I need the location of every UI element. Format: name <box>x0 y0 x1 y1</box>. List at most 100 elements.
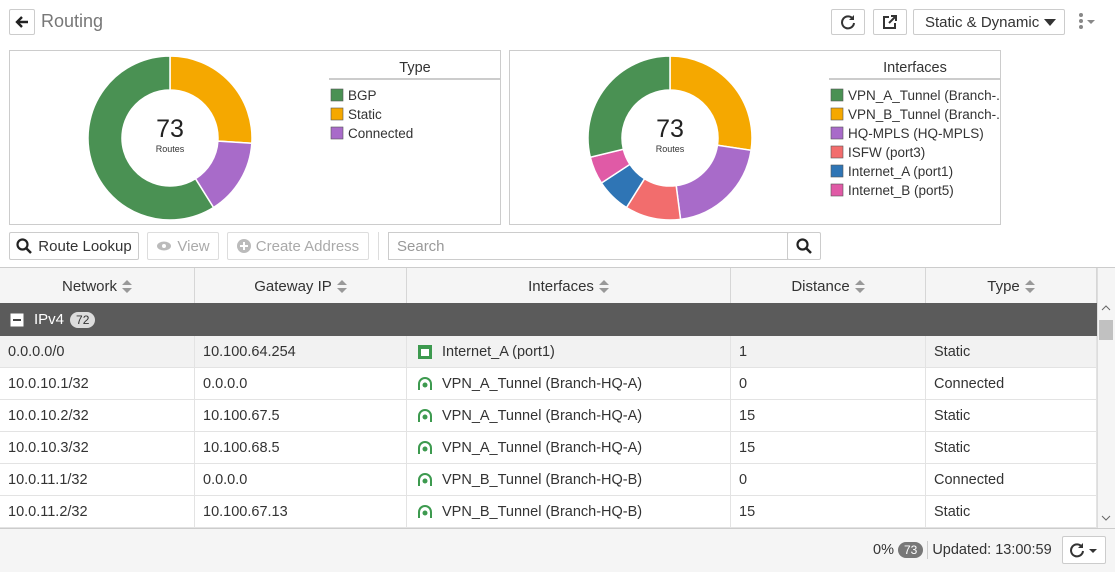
donut-segment[interactable] <box>87 55 215 221</box>
sort-icon <box>598 279 609 293</box>
cell-text: VPN_A_Tunnel (Branch-HQ-A) <box>442 440 643 456</box>
legend-swatch <box>830 88 844 102</box>
tunnel-icon <box>418 441 432 454</box>
sort-arrows <box>1024 279 1035 293</box>
center-value: 73 <box>156 115 184 143</box>
table-row[interactable]: 10.0.11.2/32 10.100.67.13 VPN_B_Tunnel (Br… <box>0 496 1097 528</box>
table-cell: VPN_A_Tunnel (Branch-HQ-A) <box>407 432 731 464</box>
cell-text: Static <box>934 440 971 456</box>
donut-segment[interactable] <box>675 144 752 221</box>
route-lookup-button[interactable]: Route Lookup <box>9 232 139 260</box>
column-header[interactable]: Type <box>926 268 1097 304</box>
footer-separator <box>927 541 929 559</box>
interface-icon <box>418 345 432 359</box>
legend-label: ISFW (port3) <box>848 145 925 160</box>
table-cell: 10.0.10.1/32 <box>0 368 195 400</box>
table-row[interactable]: 10.0.10.2/32 10.100.67.5 VPN_A_Tunnel (Bra… <box>0 400 1097 432</box>
cell-text: 10.0.10.1/32 <box>8 376 89 392</box>
tunnel-icon-dot <box>422 414 428 420</box>
table-cell: 10.0.10.3/32 <box>0 432 195 464</box>
cell-text: 10.0.11.1/32 <box>8 472 88 488</box>
create-address-label: Create Address <box>255 237 360 255</box>
table-row[interactable]: 10.0.11.1/32 0.0.0.0 VPN_B_Tunnel (Branch-… <box>0 464 1097 496</box>
cell-text: 10.100.64.254 <box>203 344 296 360</box>
sort-icon <box>1024 279 1035 293</box>
tunnel-icon-dot <box>422 478 428 484</box>
legend-swatch <box>830 164 844 178</box>
collapse-icon[interactable] <box>10 313 24 327</box>
cell-text: 15 <box>739 440 756 456</box>
scrollbar-graphics <box>1099 305 1113 521</box>
table-cell: 10.100.68.5 <box>195 432 407 464</box>
external-icon <box>883 15 897 29</box>
search-button[interactable] <box>787 232 821 260</box>
view-button[interactable]: View <box>147 232 219 260</box>
scrollbar[interactable] <box>1097 268 1115 528</box>
search-icon <box>16 238 33 254</box>
cell-text: VPN_B_Tunnel (Branch-HQ-B) <box>442 504 643 520</box>
column-header[interactable]: Distance <box>731 268 926 304</box>
table-cell: Static <box>926 432 1097 464</box>
center-value: 73 <box>656 115 684 143</box>
cell-text: 0.0.0.0 <box>203 472 248 488</box>
table-cell: 10.0.11.2/32 <box>0 496 195 528</box>
table-cell: 0.0.0.0 <box>195 368 407 400</box>
page-title: Routing <box>41 11 104 31</box>
back-button[interactable] <box>9 9 35 35</box>
interface-icon <box>418 441 432 454</box>
column-header[interactable]: Interfaces <box>407 268 731 304</box>
search-input[interactable]: Search <box>388 232 788 260</box>
filter-dropdown[interactable]: Static & Dynamic <box>913 9 1065 35</box>
sort-arrows <box>336 279 347 293</box>
tunnel-icon-dot <box>422 510 428 516</box>
group-count: 72 <box>70 311 96 328</box>
table-row[interactable]: 10.0.10.1/32 0.0.0.0 VPN_A_Tunnel (Branch-… <box>0 368 1097 400</box>
legend-swatch <box>830 107 844 121</box>
sort-arrows <box>854 279 865 293</box>
cell-text: 0 <box>739 472 748 488</box>
table-cell: 15 <box>731 400 926 432</box>
sort-arrows <box>122 279 132 293</box>
table-cell: Static <box>926 400 1097 432</box>
table-cell: Connected <box>926 368 1097 400</box>
table-cell: Connected <box>926 464 1097 496</box>
legend-label: VPN_A_Tunnel (Branch-... <box>848 88 1000 103</box>
column-header[interactable]: Gateway IP <box>195 268 407 304</box>
legend-label: Static <box>348 107 382 122</box>
footer <box>0 528 1115 572</box>
cell-text: Internet_A (port1) <box>442 344 555 360</box>
cell-text: Connected <box>934 472 1005 488</box>
back-icon <box>15 16 28 28</box>
table-cell: 0.0.0.0 <box>195 464 407 496</box>
legend-swatch <box>830 183 844 197</box>
open-external-button[interactable] <box>873 9 907 35</box>
tunnel-icon <box>418 473 432 486</box>
cell-text: Static <box>934 344 971 360</box>
group-name: IPv4 <box>34 311 65 328</box>
tunnel-icon <box>418 409 432 422</box>
center-label: Routes <box>156 144 185 154</box>
create-address-button[interactable]: Create Address <box>227 232 369 260</box>
column-header-label: Network <box>61 277 117 295</box>
search-icon <box>796 238 812 254</box>
caret <box>1044 19 1056 26</box>
column-header[interactable]: Network <box>0 268 195 304</box>
cell-text: Connected <box>934 376 1005 392</box>
legend-label: Connected <box>348 126 413 141</box>
plus-icon <box>236 239 251 253</box>
interface-icon <box>418 377 432 390</box>
refresh-button[interactable] <box>831 9 865 35</box>
table-row[interactable]: 0.0.0.0/0 10.100.64.254 Internet_A (port1)… <box>0 336 1097 368</box>
group-row[interactable]: IPv4 72 <box>0 303 1097 336</box>
kebab-menu[interactable] <box>1077 12 1099 30</box>
donut-segment[interactable] <box>587 55 671 159</box>
auto-refresh-button[interactable] <box>1062 536 1106 564</box>
center-label: Routes <box>656 144 685 154</box>
table-row[interactable]: 10.0.10.3/32 10.100.68.5 VPN_A_Tunnel (Bra… <box>0 432 1097 464</box>
table-cell: 10.100.64.254 <box>195 336 407 368</box>
interfaces-panel: 73 Routes Interfaces VPN_A_Tunnel (Branch-.… <box>509 50 1007 225</box>
sort-icon <box>336 279 347 293</box>
tunnel-icon-dot <box>422 382 428 388</box>
interface-icon <box>418 505 432 518</box>
